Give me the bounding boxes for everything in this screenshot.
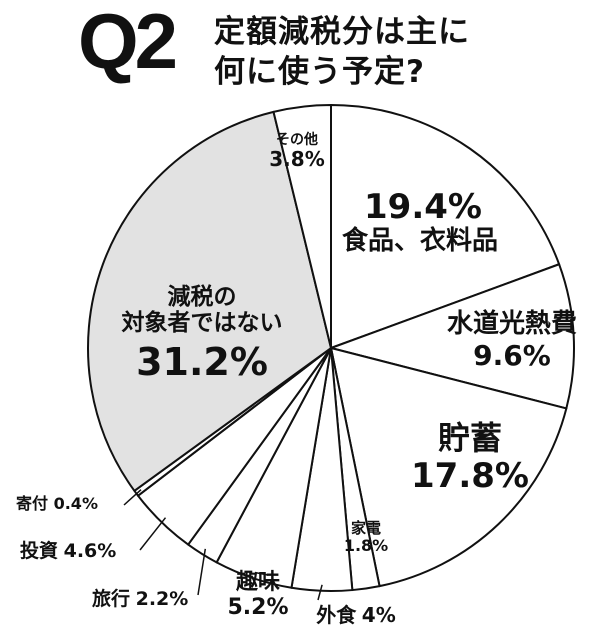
slice-label-donation: 寄付 0.4% (16, 494, 136, 513)
slice-label-dining-out: 外食 4% (316, 604, 396, 627)
slice-label-not-eligible: 減税の 対象者ではない 31.2% (96, 284, 308, 385)
leader-line-travel (197, 548, 207, 596)
pie-slice-not-eligible (87, 110, 332, 492)
slice-label-savings: 貯蓄 17.8% (410, 420, 530, 496)
pie-slice-other (272, 104, 332, 349)
slice-value: 3.8% (269, 147, 325, 172)
slice-name: 食品、衣料品 (342, 226, 499, 257)
slice-value: 9.6% (473, 338, 551, 372)
slice-name: 水道光熱費 (446, 309, 577, 339)
slice-label-investment: 投資 4.6% (20, 540, 150, 563)
slice-name-line1: 減税の (167, 284, 237, 310)
slice-value: 1.8% (343, 536, 389, 556)
slice-label-travel: 旅行 2.2% (92, 588, 212, 611)
slice-name: 寄付 (16, 494, 49, 513)
slice-value: 2.2% (135, 588, 189, 610)
slice-label-other: その他 3.8% (262, 132, 332, 171)
slice-name-line2: 対象者ではない (121, 310, 283, 337)
leader-line-investment (139, 517, 167, 551)
slice-value: 0.4% (53, 494, 98, 513)
pie-slice-savings (330, 347, 568, 588)
pie-slice-food-clothing (330, 104, 561, 349)
slice-value: 4% (361, 603, 396, 627)
slice-label-hobbies: 趣味 5.2% (218, 570, 298, 621)
question-title: 定額減税分は主に 何に使う予定? (214, 12, 470, 92)
slice-value: 31.2% (136, 339, 268, 384)
slice-name: 外食 (316, 603, 357, 627)
slice-label-appliances: 家電 1.8% (336, 519, 396, 556)
question-number: Q2 (78, 0, 178, 85)
slice-value: 5.2% (227, 595, 289, 621)
slice-name: その他 (276, 132, 318, 148)
slice-name: 投資 (20, 540, 59, 562)
slice-value: 4.6% (63, 540, 117, 562)
slice-name: 趣味 (235, 570, 280, 595)
leader-line-donation (123, 489, 142, 506)
slice-name: 家電 (350, 519, 381, 537)
slice-value: 19.4% (364, 187, 482, 227)
slice-label-food-clothing: 19.4% 食品、衣料品 (342, 187, 572, 257)
slice-name: 貯蓄 (437, 419, 502, 457)
slice-name: 旅行 (92, 588, 131, 610)
leader-line-hobbies (254, 571, 269, 576)
slice-value: 17.8% (411, 455, 529, 496)
slice-label-utilities: 水道光熱費 9.6% (436, 309, 588, 372)
question-title-line1: 定額減税分は主に (214, 14, 470, 50)
question-title-line2: 何に使う予定? (214, 54, 425, 90)
pie-slice-utilities (330, 263, 576, 410)
leader-line-dining-out (317, 584, 323, 601)
